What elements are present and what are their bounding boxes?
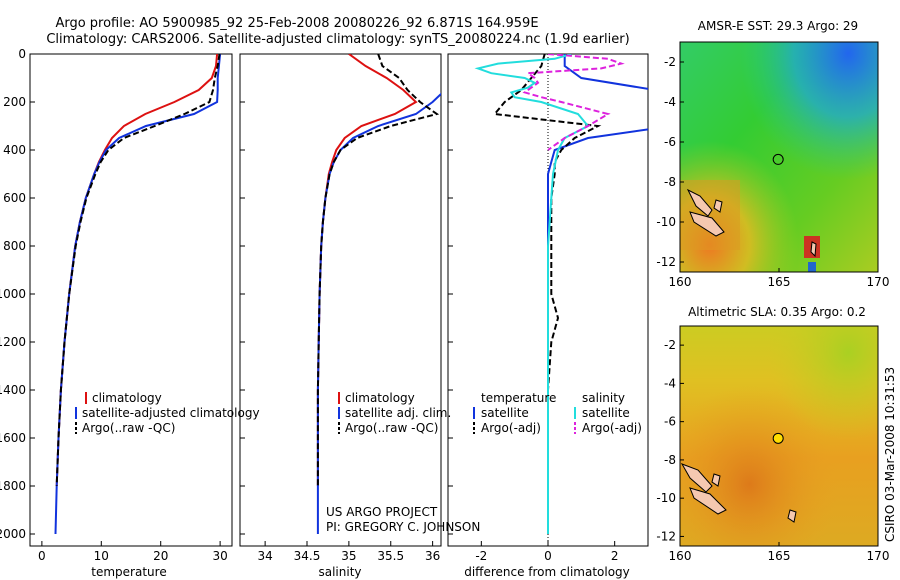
map-y-tick-label: -10 <box>656 491 676 505</box>
sla-island-3 <box>711 473 721 487</box>
legend-label-climatology: climatology <box>345 391 415 405</box>
sla-map-title: Altimetric SLA: 0.35 Argo: 0.2 <box>688 305 866 319</box>
salinity-curves <box>316 54 441 534</box>
y-tick-label: 400 <box>3 143 26 157</box>
series-argo-raw-qc <box>55 54 221 487</box>
sst-island-4 <box>810 241 817 258</box>
x-tick-label: 30 <box>212 549 227 563</box>
sla-island-1 <box>680 463 713 493</box>
argo-location-marker <box>772 432 784 444</box>
project-note-line2: PI: GREGORY C. JOHNSON <box>326 520 480 534</box>
map-x-tick-label: 160 <box>669 275 692 289</box>
map-x-tick-label: 170 <box>867 275 890 289</box>
sla-map: Altimetric SLA: 0.35 Argo: 0.2 160 165 170… <box>656 305 889 563</box>
map-y-tick-label: -12 <box>656 255 676 269</box>
difference-xlabel: difference from climatology <box>464 565 630 579</box>
sst-map-title: AMSR-E SST: 29.3 Argo: 29 <box>698 19 858 33</box>
y-tick-label: 0 <box>18 47 26 61</box>
legend-heading-temperature: temperature <box>481 391 556 405</box>
legend-label-argo: Argo(..raw -QC) <box>82 421 175 435</box>
salinity-legend: climatology satellite adj. clim. Argo(..… <box>338 391 451 435</box>
temperature-legend: climatology satellite-adjusted climatolo… <box>75 391 260 435</box>
salinity-panel <box>239 53 442 547</box>
map-x-tick-label: 170 <box>867 549 890 563</box>
legend-label-satellite: satellite adj. clim. <box>345 406 451 420</box>
y-tick-label: 1200 <box>0 335 26 349</box>
legend-label-argo: Argo(..raw -QC) <box>345 421 438 435</box>
sst-island-1 <box>686 188 713 217</box>
series-salinity-argo-adj <box>522 54 625 151</box>
difference-curves <box>474 54 648 534</box>
map-y-tick-label: -12 <box>656 529 676 543</box>
map-y-tick-label: -6 <box>664 415 676 429</box>
map-x-tick-label: 160 <box>669 549 692 563</box>
legend-label-sal-argo: Argo(-adj) <box>582 421 642 435</box>
x-tick-label: 0 <box>38 549 46 563</box>
temperature-axes-frame <box>29 53 233 547</box>
y-tick-label: 1800 <box>0 479 26 493</box>
temperature-panel <box>29 53 233 547</box>
x-tick-label: 2 <box>611 549 619 563</box>
project-note-line1: US ARGO PROJECT <box>326 505 438 519</box>
sla-island-4 <box>787 509 797 523</box>
sst-map: AMSR-E SST: 29.3 Argo: 29 160 165 170 -2 -4 -… <box>656 19 889 289</box>
sst-island-2 <box>689 211 725 237</box>
axis-ticks: 0102030020040060080010001200140016001800… <box>0 47 618 563</box>
x-tick-label: 20 <box>153 549 168 563</box>
temperature-xlabel: temperature <box>91 565 166 579</box>
y-tick-label: 600 <box>3 191 26 205</box>
map-y-tick-label: -4 <box>664 95 676 109</box>
map-y-tick-label: -4 <box>664 376 676 390</box>
y-tick-label: 200 <box>3 95 26 109</box>
legend-heading-salinity: salinity <box>582 391 625 405</box>
sst-map-ticks: 160 165 170 -2 -4 -6 -8 -10 -12 <box>656 55 889 289</box>
map-y-tick-label: -8 <box>664 175 676 189</box>
x-tick-label: -2 <box>475 549 487 563</box>
x-tick-label: 35.5 <box>377 549 404 563</box>
legend-label-satellite: satellite-adjusted climatology <box>82 406 260 420</box>
y-tick-label: 1400 <box>0 383 26 397</box>
y-tick-label: 1600 <box>0 431 26 445</box>
csiro-timestamp: CSIRO 03-Mar-2008 10:31:53 <box>883 367 897 542</box>
sla-map-ticks: 160 165 170 -2 -4 -6 -8 -10 -12 <box>656 338 889 563</box>
argo-location-marker <box>772 153 784 165</box>
sla-island-2 <box>689 487 727 515</box>
legend-label-temp-satellite: satellite <box>481 406 529 420</box>
figure-title-line1: Argo profile: AO 5900985_92 25-Feb-2008 … <box>55 16 538 31</box>
legend-label-climatology: climatology <box>92 391 162 405</box>
y-tick-label: 800 <box>3 239 26 253</box>
salinity-axes-frame <box>239 53 442 547</box>
legend-label-temp-argo: Argo(-adj) <box>481 421 541 435</box>
figure-title-line2: Climatology: CARS2006. Satellite-adjuste… <box>46 32 629 47</box>
difference-legend: temperature satellite Argo(-adj) salinit… <box>473 391 642 435</box>
map-y-tick-label: -6 <box>664 135 676 149</box>
map-x-tick-label: 165 <box>768 549 791 563</box>
temperature-curves <box>54 54 222 535</box>
x-tick-label: 36 <box>425 549 440 563</box>
legend-label-sal-satellite: satellite <box>582 406 630 420</box>
salinity-xlabel: salinity <box>318 565 361 579</box>
map-y-tick-label: -8 <box>664 453 676 467</box>
series-argo-raw-qc <box>316 54 440 486</box>
map-y-tick-label: -2 <box>664 55 676 69</box>
map-y-tick-label: -10 <box>656 215 676 229</box>
sst-island-3 <box>713 199 723 213</box>
y-tick-label: 1000 <box>0 287 26 301</box>
x-tick-label: 10 <box>94 549 109 563</box>
x-tick-label: 0 <box>544 549 552 563</box>
y-tick-label: 2000 <box>0 527 26 541</box>
map-y-tick-label: -2 <box>664 338 676 352</box>
x-tick-label: 35 <box>341 549 356 563</box>
map-x-tick-label: 165 <box>768 275 791 289</box>
x-tick-label: 34.5 <box>294 549 321 563</box>
x-tick-label: 34 <box>257 549 272 563</box>
sst-cold-pixel <box>808 262 816 272</box>
